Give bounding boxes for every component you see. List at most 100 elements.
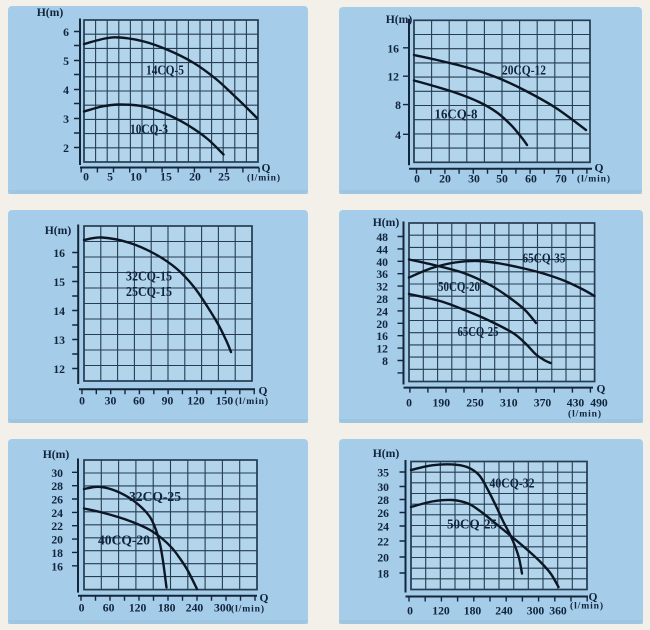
- svg-text:300: 300: [214, 602, 232, 615]
- svg-text:(l/min): (l/min): [235, 396, 269, 407]
- svg-text:0: 0: [406, 397, 412, 410]
- svg-text:24: 24: [377, 521, 389, 534]
- svg-text:Q: Q: [259, 386, 268, 398]
- svg-text:6: 6: [63, 26, 69, 39]
- svg-text:250: 250: [466, 397, 484, 410]
- svg-text:60: 60: [133, 395, 145, 408]
- svg-text:H(m): H(m): [373, 216, 400, 229]
- svg-text:490: 490: [590, 397, 608, 410]
- svg-text:65CQ-25: 65CQ-25: [458, 324, 499, 339]
- svg-text:310: 310: [500, 397, 518, 410]
- svg-text:0: 0: [79, 395, 85, 408]
- svg-text:44: 44: [376, 243, 388, 256]
- svg-text:3: 3: [63, 113, 69, 126]
- svg-text:22: 22: [377, 536, 389, 549]
- svg-text:12: 12: [387, 71, 399, 84]
- svg-text:180: 180: [158, 602, 176, 615]
- svg-text:180: 180: [464, 605, 482, 618]
- svg-text:28: 28: [51, 480, 63, 493]
- svg-text:20: 20: [439, 173, 451, 186]
- svg-text:36: 36: [376, 268, 388, 281]
- svg-text:24: 24: [51, 507, 63, 520]
- svg-text:430: 430: [567, 397, 585, 410]
- svg-text:25: 25: [218, 171, 230, 184]
- svg-text:120: 120: [187, 395, 205, 408]
- svg-text:4: 4: [63, 84, 69, 97]
- svg-text:32CQ-15: 32CQ-15: [126, 269, 172, 284]
- svg-text:50: 50: [496, 173, 508, 186]
- svg-text:0: 0: [407, 605, 413, 618]
- svg-text:12: 12: [376, 343, 388, 356]
- svg-text:Q: Q: [597, 384, 606, 396]
- svg-text:50CQ-25: 50CQ-25: [447, 517, 497, 532]
- svg-text:16: 16: [51, 560, 63, 573]
- svg-text:300: 300: [527, 605, 545, 618]
- svg-text:240: 240: [495, 605, 513, 618]
- svg-text:4: 4: [395, 129, 401, 142]
- svg-text:13: 13: [53, 334, 65, 347]
- svg-text:60: 60: [103, 602, 115, 615]
- svg-text:32CQ-25: 32CQ-25: [129, 489, 181, 504]
- svg-text:190: 190: [433, 397, 451, 410]
- svg-text:40CQ-20: 40CQ-20: [98, 533, 150, 548]
- svg-text:370: 370: [534, 397, 552, 410]
- svg-text:8: 8: [382, 355, 388, 368]
- svg-text:40: 40: [376, 256, 388, 269]
- svg-text:15: 15: [160, 171, 172, 184]
- svg-text:240: 240: [186, 602, 204, 615]
- svg-text:5: 5: [63, 55, 69, 68]
- svg-text:32: 32: [376, 281, 388, 294]
- svg-text:H(m): H(m): [373, 447, 400, 460]
- svg-text:(l/min): (l/min): [570, 601, 604, 612]
- svg-text:20CQ-12: 20CQ-12: [502, 63, 546, 78]
- svg-text:15: 15: [53, 276, 65, 289]
- svg-text:150: 150: [216, 395, 234, 408]
- svg-text:10CQ-3: 10CQ-3: [130, 122, 168, 137]
- svg-text:65CQ-35: 65CQ-35: [523, 251, 566, 266]
- svg-text:40CQ-32: 40CQ-32: [490, 476, 535, 491]
- svg-text:Q: Q: [260, 593, 269, 605]
- svg-text:14CQ-5: 14CQ-5: [146, 63, 184, 78]
- svg-text:H(m): H(m): [43, 448, 70, 461]
- svg-text:60: 60: [525, 173, 537, 186]
- svg-text:50CQ-20: 50CQ-20: [438, 279, 480, 294]
- svg-text:H(m): H(m): [386, 13, 413, 26]
- svg-text:Q: Q: [589, 592, 598, 604]
- svg-text:24: 24: [376, 305, 388, 318]
- svg-text:H(m): H(m): [45, 224, 72, 237]
- svg-text:0: 0: [414, 173, 420, 186]
- svg-text:16: 16: [376, 330, 388, 343]
- svg-text:8: 8: [395, 99, 401, 112]
- svg-text:25CQ-15: 25CQ-15: [126, 284, 172, 299]
- svg-text:0: 0: [83, 171, 89, 184]
- svg-text:20: 20: [189, 171, 201, 184]
- svg-text:26: 26: [51, 494, 63, 507]
- svg-text:16CQ-8: 16CQ-8: [435, 107, 478, 122]
- svg-text:12: 12: [53, 363, 65, 376]
- svg-text:120: 120: [432, 605, 450, 618]
- svg-text:10: 10: [130, 171, 142, 184]
- svg-text:Q: Q: [262, 163, 271, 175]
- svg-text:70: 70: [555, 173, 567, 186]
- svg-text:2: 2: [63, 142, 69, 155]
- svg-text:35: 35: [377, 467, 389, 480]
- svg-text:(l/min): (l/min): [568, 409, 602, 420]
- svg-text:18: 18: [377, 568, 389, 581]
- svg-text:Q: Q: [595, 163, 604, 175]
- svg-text:14: 14: [53, 305, 65, 318]
- svg-text:(l/min): (l/min): [231, 604, 265, 615]
- svg-text:28: 28: [376, 293, 388, 306]
- svg-text:30: 30: [377, 481, 389, 494]
- svg-text:5: 5: [107, 171, 113, 184]
- svg-text:90: 90: [162, 395, 174, 408]
- svg-text:16: 16: [387, 42, 399, 55]
- svg-text:360: 360: [549, 605, 567, 618]
- svg-text:120: 120: [129, 602, 147, 615]
- svg-text:18: 18: [51, 547, 63, 560]
- svg-text:H(m): H(m): [37, 6, 64, 19]
- svg-text:0: 0: [79, 602, 85, 615]
- svg-text:30: 30: [51, 467, 63, 480]
- svg-text:16: 16: [53, 247, 65, 260]
- svg-text:(l/min): (l/min): [247, 173, 281, 184]
- svg-text:28: 28: [377, 494, 389, 507]
